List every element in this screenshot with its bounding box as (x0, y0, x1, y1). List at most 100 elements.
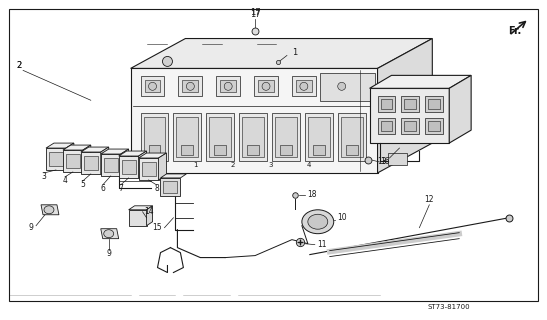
Text: 3: 3 (42, 172, 46, 181)
Bar (66, 154, 80, 168)
Bar (254, 76, 278, 96)
Bar (121, 160, 136, 174)
Polygon shape (81, 152, 101, 174)
Ellipse shape (302, 210, 334, 234)
Polygon shape (46, 148, 66, 170)
Polygon shape (272, 113, 300, 161)
Bar (214, 145, 226, 155)
Polygon shape (131, 38, 432, 68)
Bar (182, 145, 193, 155)
Bar (142, 162, 155, 176)
Text: 17: 17 (250, 8, 260, 17)
Bar (426, 118, 443, 134)
Polygon shape (119, 156, 138, 178)
Text: 1: 1 (193, 162, 197, 168)
Ellipse shape (104, 230, 114, 238)
Polygon shape (449, 76, 471, 143)
Text: Fr.: Fr. (508, 26, 522, 36)
Ellipse shape (308, 214, 328, 229)
Bar (247, 145, 259, 155)
Polygon shape (66, 143, 74, 170)
Text: 2: 2 (231, 162, 235, 168)
Text: ST73-81700: ST73-81700 (428, 304, 470, 310)
Bar (428, 121, 440, 131)
Polygon shape (370, 76, 471, 88)
Polygon shape (101, 229, 119, 239)
Text: 9: 9 (28, 223, 33, 232)
Bar (216, 76, 240, 96)
Polygon shape (141, 113, 168, 161)
Ellipse shape (44, 206, 54, 214)
Polygon shape (129, 210, 147, 226)
Polygon shape (206, 113, 234, 161)
Bar (308, 117, 330, 157)
Bar (182, 80, 199, 92)
Polygon shape (159, 153, 166, 180)
Polygon shape (119, 151, 147, 156)
Bar (84, 156, 98, 170)
Polygon shape (101, 149, 129, 154)
Polygon shape (173, 113, 201, 161)
Text: 5: 5 (80, 180, 85, 189)
Bar (104, 158, 118, 172)
Bar (258, 80, 274, 92)
Bar (334, 80, 350, 92)
Bar (242, 117, 264, 157)
Polygon shape (147, 206, 153, 226)
Polygon shape (370, 88, 449, 143)
Ellipse shape (262, 82, 270, 90)
Polygon shape (337, 113, 365, 161)
Bar (149, 145, 160, 155)
Polygon shape (239, 113, 267, 161)
Text: 12: 12 (424, 195, 434, 204)
Bar (320, 73, 375, 101)
Text: 15: 15 (153, 223, 162, 232)
Ellipse shape (149, 82, 156, 90)
Polygon shape (377, 38, 432, 173)
Bar (164, 181, 177, 193)
Bar (275, 117, 297, 157)
Text: 4: 4 (307, 162, 311, 168)
Polygon shape (160, 174, 187, 178)
Bar (401, 118, 420, 134)
Text: 18: 18 (307, 190, 317, 199)
Polygon shape (305, 113, 333, 161)
Bar (143, 117, 166, 157)
Bar (141, 76, 165, 96)
Bar (404, 121, 416, 131)
Bar (377, 96, 395, 112)
Bar (341, 117, 363, 157)
Text: 8: 8 (154, 184, 159, 193)
Polygon shape (138, 151, 147, 178)
Text: 2: 2 (16, 61, 22, 70)
Bar (330, 76, 354, 96)
Text: 16: 16 (380, 157, 389, 166)
Bar (428, 99, 440, 109)
Bar (280, 145, 292, 155)
Bar (178, 76, 202, 96)
Polygon shape (63, 150, 83, 172)
Bar (210, 117, 231, 157)
Polygon shape (129, 206, 153, 210)
Polygon shape (160, 178, 181, 196)
Polygon shape (131, 68, 377, 173)
Polygon shape (101, 154, 121, 176)
Text: 1: 1 (292, 48, 298, 57)
Bar (346, 145, 358, 155)
Bar (387, 153, 408, 165)
Polygon shape (101, 147, 109, 174)
Bar (381, 121, 393, 131)
Bar (401, 96, 420, 112)
Bar (404, 99, 416, 109)
Text: 6: 6 (100, 184, 105, 193)
Bar (381, 99, 393, 109)
Text: 7: 7 (118, 184, 123, 193)
Bar (292, 76, 316, 96)
Bar (144, 80, 160, 92)
Text: 10: 10 (337, 213, 346, 222)
Polygon shape (63, 145, 91, 150)
Text: 3: 3 (269, 162, 274, 168)
Ellipse shape (187, 82, 194, 90)
Text: 14: 14 (144, 207, 153, 216)
Text: 4: 4 (62, 176, 67, 185)
